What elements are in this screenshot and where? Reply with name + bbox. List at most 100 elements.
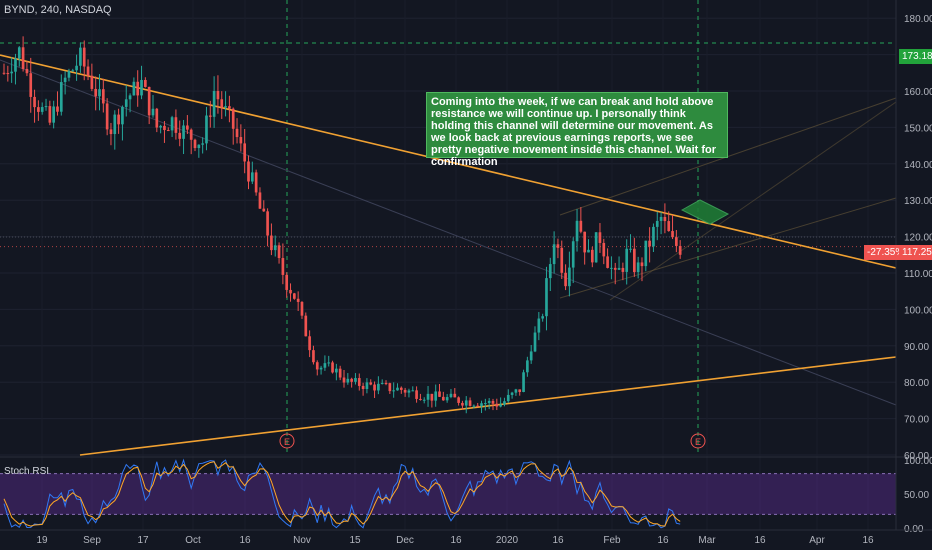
candle-body [571,241,575,268]
candle-body [140,79,143,96]
candle-body [373,384,376,391]
candle-body [98,89,101,97]
stoch-band [0,473,896,515]
y-tick-label: 80.00 [904,378,929,389]
stoch-k-line [3,458,681,529]
x-tick-label: 17 [137,535,149,546]
candle-body [21,47,25,69]
x-tick-label: 16 [754,535,766,546]
candle-body [388,383,392,392]
oscillator-tick-label: 50.00 [904,490,929,501]
candle-body [441,396,445,401]
candle-body [2,72,6,74]
candle-body [312,350,315,363]
candle-body [644,240,648,267]
candle-body [75,65,78,71]
earnings-marker-label: E [284,437,290,447]
candle-body [526,360,529,373]
candle-body [10,71,13,74]
candle-body [640,262,644,267]
candle-body [464,400,468,406]
candle-body [273,245,277,251]
candle-body [132,81,136,96]
candle-body [407,390,411,393]
candle-body [174,117,178,133]
candle-body [419,398,422,400]
support-trendline [79,356,897,456]
candle-body [109,129,113,135]
y-tick-label: 150.00 [904,123,932,134]
candle-body [369,382,373,385]
candle-body [52,106,55,123]
x-tick-label: 16 [239,535,251,546]
candle-body [506,394,510,402]
candle-body [403,389,407,393]
y-tick-label: 160.00 [904,87,932,98]
candle-body [166,130,170,132]
candle-body [575,220,579,242]
candle-body [583,231,587,253]
target-zone-box [680,199,730,225]
candle-body [14,58,17,72]
candle-body [430,393,434,401]
candle-body [86,66,90,76]
x-tick-label: 2020 [496,535,519,546]
candle-body [163,125,166,131]
y-tick-label: 60.00 [904,451,929,462]
candle-body [247,161,250,182]
candle-body [121,106,124,125]
oscillator-title: Stoch RSI [4,466,50,477]
candle-body [105,103,109,130]
change-percent-tag: -27.35% [864,245,908,260]
candle-body [560,247,564,273]
x-tick-label: 16 [862,535,874,546]
candle-body [117,114,120,125]
candle-body [426,393,430,400]
candle-body [90,75,94,89]
candle-body [503,401,506,405]
candle-body [568,267,571,287]
candle-body [522,372,525,392]
candle-body [541,316,544,319]
candle-body [350,378,353,382]
candle-body [6,73,10,75]
candle-body [94,88,98,97]
y-tick-label: 120.00 [904,233,932,244]
candle-body [189,129,193,140]
annotation-note[interactable]: Coming into the week, if we can break an… [426,92,728,168]
candle-body [434,391,438,401]
candle-body [56,106,59,112]
faint-trendline [559,97,897,216]
candle-body [338,368,342,378]
candle-body [29,73,33,97]
candle-body [193,139,197,149]
x-tick-label: 16 [552,535,564,546]
resistance-price-tag: 173.18 [899,49,932,64]
candle-body [629,248,632,250]
stoch-d-line [3,461,681,527]
candle-body [178,132,182,139]
candle-body [380,382,384,384]
candle-body [331,362,334,373]
earnings-marker [279,433,295,449]
candle-body [625,248,629,272]
oscillator-tick-label: 100.00 [904,456,932,467]
candle-body [377,383,380,391]
candle-body [518,389,522,392]
earnings-marker-label: E [695,437,701,447]
x-tick-label: Mar [698,535,716,546]
candle-body [514,389,518,393]
candle-body [327,362,331,364]
candle-body [411,390,415,392]
candle-body [201,143,204,145]
x-tick-label: 15 [349,535,361,546]
candle-body [533,332,537,352]
x-tick-label: 19 [36,535,48,546]
candle-body [159,125,162,128]
candle-body [365,382,369,390]
candle-body [182,125,185,139]
candle-body [606,256,609,268]
candle-body [587,249,590,253]
candle-body [590,249,594,263]
